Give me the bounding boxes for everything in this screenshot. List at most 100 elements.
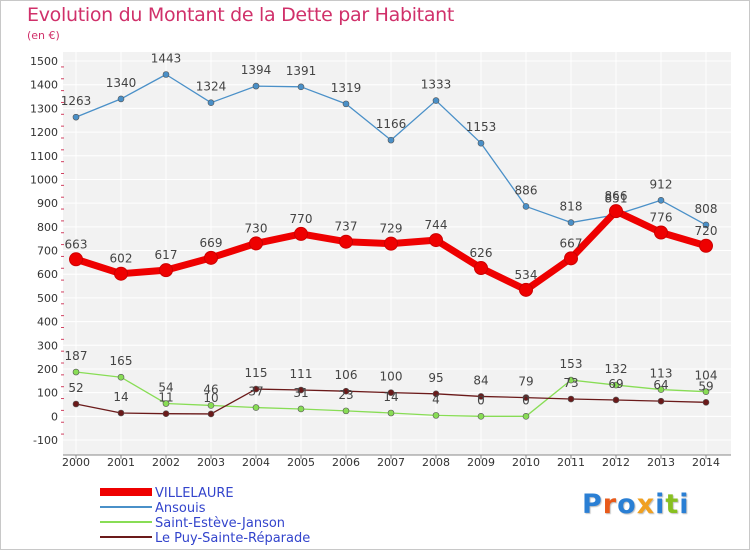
data-label-le-puy-sainte-reparade: 111 xyxy=(290,367,313,381)
data-point-le-puy-sainte-reparade xyxy=(612,396,620,404)
data-label-le-puy-sainte-reparade: 115 xyxy=(245,366,268,380)
data-point-villelaure xyxy=(654,225,668,240)
data-label-villelaure: 730 xyxy=(245,221,268,235)
proxiti-logo: Proxiti xyxy=(582,489,690,520)
data-point-saint-esteve-janson xyxy=(612,381,620,389)
data-label-saint-esteve-janson: 31 xyxy=(293,386,308,400)
data-label-ansouis: 851 xyxy=(605,192,628,206)
data-label-villelaure: 720 xyxy=(695,224,718,238)
plot-area xyxy=(63,52,731,455)
data-point-ansouis xyxy=(522,203,530,210)
y-tick-label: 1400 xyxy=(30,79,58,92)
y-tick-label: 300 xyxy=(37,339,58,352)
data-point-villelaure xyxy=(204,250,218,265)
y-tick-label: 1200 xyxy=(30,126,58,139)
data-label-le-puy-sainte-reparade: 14 xyxy=(113,390,128,404)
data-label-saint-esteve-janson: 153 xyxy=(560,357,583,371)
x-tick-label: 2008 xyxy=(422,456,450,469)
y-tick-label: 200 xyxy=(37,363,58,376)
x-tick-label: 2012 xyxy=(602,456,630,469)
data-label-le-puy-sainte-reparade: 95 xyxy=(428,371,443,385)
data-point-ansouis xyxy=(342,100,350,108)
data-label-villelaure: 534 xyxy=(515,268,538,282)
data-point-ansouis xyxy=(387,136,395,144)
data-label-saint-esteve-janson: 187 xyxy=(65,349,88,363)
y-tick-label: 800 xyxy=(37,221,58,234)
x-tick-label: 2010 xyxy=(512,456,540,469)
x-tick-label: 2002 xyxy=(152,456,180,469)
data-label-le-puy-sainte-reparade: 64 xyxy=(653,378,668,392)
data-point-ansouis xyxy=(432,97,440,104)
y-tick-label: -100 xyxy=(33,434,58,447)
data-label-villelaure: 617 xyxy=(155,248,178,262)
legend-label: Ansouis xyxy=(155,501,206,516)
data-label-villelaure: 602 xyxy=(110,252,133,266)
data-label-ansouis: 818 xyxy=(560,200,583,214)
chart-title: Evolution du Montant de la Dette par Hab… xyxy=(27,4,455,26)
data-point-villelaure xyxy=(249,236,263,251)
data-label-ansouis: 1443 xyxy=(151,52,182,66)
data-label-saint-esteve-janson: 4 xyxy=(432,392,440,406)
data-point-le-puy-sainte-reparade xyxy=(522,394,530,401)
data-point-saint-esteve-janson xyxy=(477,413,485,420)
data-label-saint-esteve-janson: 14 xyxy=(383,390,398,404)
data-point-le-puy-sainte-reparade xyxy=(477,393,485,400)
data-label-le-puy-sainte-reparade: 100 xyxy=(380,370,403,384)
data-point-ansouis xyxy=(72,113,80,121)
data-label-le-puy-sainte-reparade: 73 xyxy=(563,376,578,390)
data-label-saint-esteve-janson: 104 xyxy=(695,369,718,383)
data-label-ansouis: 1263 xyxy=(61,94,92,108)
data-label-villelaure: 663 xyxy=(65,237,88,251)
data-label-villelaure: 866 xyxy=(605,189,628,203)
data-point-ansouis xyxy=(117,95,125,103)
data-point-le-puy-sainte-reparade xyxy=(432,390,440,398)
y-tick-label: 1300 xyxy=(30,102,58,115)
y-axis: -100 0 100 200 300 400 500 600 700 800 900 1000 1100… xyxy=(30,55,64,447)
data-label-saint-esteve-janson: 54 xyxy=(158,381,173,395)
data-point-le-puy-sainte-reparade xyxy=(72,400,80,408)
data-point-villelaure xyxy=(474,261,488,276)
data-label-saint-esteve-janson: 113 xyxy=(650,367,673,381)
x-tick-label: 2007 xyxy=(377,456,405,469)
data-label-le-puy-sainte-reparade: 84 xyxy=(473,373,488,387)
data-point-villelaure xyxy=(114,266,128,281)
data-point-villelaure xyxy=(564,251,578,266)
x-tick-label: 2009 xyxy=(467,456,495,469)
data-point-le-puy-sainte-reparade xyxy=(297,386,305,394)
y-tick-label: 400 xyxy=(37,316,58,329)
data-label-le-puy-sainte-reparade: 59 xyxy=(698,379,713,393)
data-label-ansouis: 1153 xyxy=(466,120,497,134)
data-label-saint-esteve-janson: 165 xyxy=(110,354,133,368)
data-label-le-puy-sainte-reparade: 52 xyxy=(68,381,83,395)
data-label-le-puy-sainte-reparade: 10 xyxy=(203,391,218,405)
data-point-villelaure xyxy=(339,234,353,249)
data-label-le-puy-sainte-reparade: 106 xyxy=(335,368,358,382)
data-point-le-puy-sainte-reparade xyxy=(657,397,665,405)
x-tick-label: 2006 xyxy=(332,456,360,469)
data-label-ansouis: 1333 xyxy=(421,78,452,92)
data-point-le-puy-sainte-reparade xyxy=(207,410,215,418)
grid-lines xyxy=(63,52,731,455)
unit-label: (en €) xyxy=(27,29,60,42)
data-point-saint-esteve-janson xyxy=(342,407,350,415)
data-label-villelaure: 667 xyxy=(560,236,583,250)
data-label-villelaure: 770 xyxy=(290,212,313,226)
x-tick-label: 2004 xyxy=(242,456,270,469)
x-axis: 2000 2001 2002 2003 2004 2005 2006 2007 2008 2009… xyxy=(62,454,731,469)
data-point-le-puy-sainte-reparade xyxy=(567,395,575,403)
data-label-villelaure: 744 xyxy=(425,218,448,232)
data-point-ansouis xyxy=(702,221,710,229)
data-point-le-puy-sainte-reparade xyxy=(342,387,350,395)
data-label-le-puy-sainte-reparade: 11 xyxy=(158,391,173,405)
data-label-ansouis: 1319 xyxy=(331,81,362,95)
data-label-ansouis: 1166 xyxy=(376,117,407,131)
data-point-saint-esteve-janson xyxy=(162,400,170,407)
data-point-saint-esteve-janson xyxy=(657,386,665,393)
data-label-saint-esteve-janson: 132 xyxy=(605,362,628,376)
data-point-le-puy-sainte-reparade xyxy=(387,389,395,396)
x-tick-label: 2005 xyxy=(287,456,315,469)
data-label-saint-esteve-janson: 23 xyxy=(338,388,353,402)
data-point-villelaure xyxy=(519,282,533,297)
